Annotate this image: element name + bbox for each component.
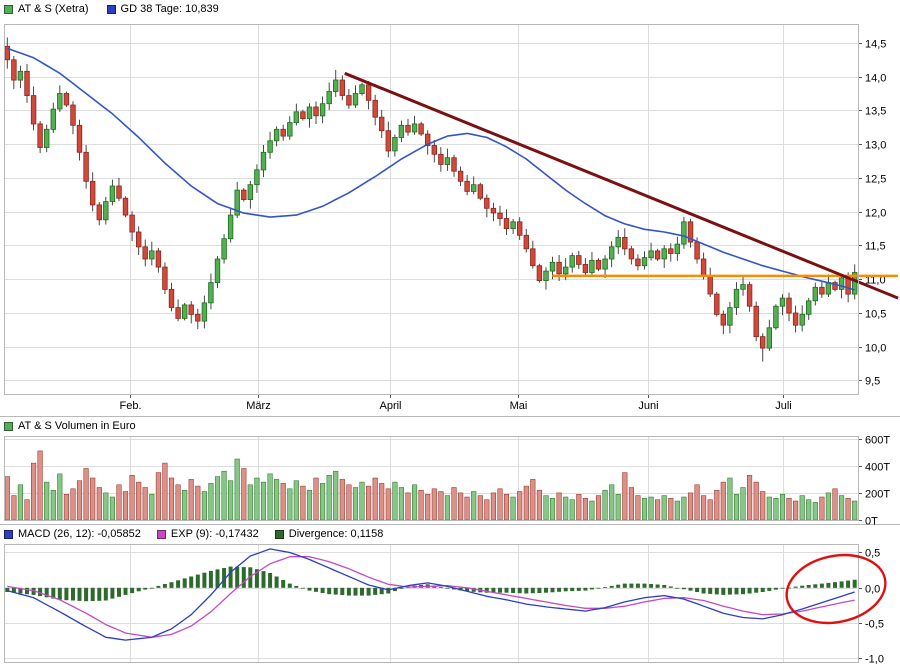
svg-text:9,5: 9,5	[865, 376, 880, 388]
svg-text:Feb.: Feb.	[119, 400, 141, 412]
legend-macd-series: MACD (26, 12): -0,05852	[4, 528, 141, 540]
divergence-series-swatch	[274, 529, 284, 539]
svg-text:Mai: Mai	[510, 400, 528, 412]
ma-series-swatch	[106, 4, 116, 14]
legend-ma-series: GD 38 Tage: 10,839	[106, 3, 219, 15]
legend-divergence-label: Divergence: 0,1158	[288, 528, 384, 540]
svg-text:0T: 0T	[865, 516, 878, 528]
svg-text:12,0: 12,0	[865, 208, 886, 220]
svg-text:März: März	[246, 400, 270, 412]
legend-exp-label: EXP (9): -0,17432	[170, 528, 259, 540]
legend-price-label: AT & S (Xetra)	[18, 3, 89, 15]
svg-text:Juni: Juni	[638, 400, 658, 412]
svg-text:13,0: 13,0	[865, 140, 886, 152]
svg-text:0,5: 0,5	[865, 548, 880, 560]
svg-text:12,5: 12,5	[865, 174, 886, 186]
svg-text:-1,0: -1,0	[865, 654, 884, 666]
legend-exp-series: EXP (9): -0,17432	[156, 528, 259, 540]
legend-price-series: AT & S (Xetra)	[4, 3, 89, 15]
svg-text:200T: 200T	[865, 489, 890, 501]
svg-text:14,5: 14,5	[865, 39, 886, 51]
svg-text:0,0: 0,0	[865, 584, 880, 596]
svg-text:600T: 600T	[865, 435, 890, 447]
svg-text:10,0: 10,0	[865, 343, 886, 355]
svg-text:11,5: 11,5	[865, 241, 886, 253]
svg-text:14,0: 14,0	[865, 73, 886, 85]
legend-volume-label: AT & S Volumen in Euro	[18, 420, 136, 432]
svg-text:13,5: 13,5	[865, 106, 886, 118]
svg-text:10,5: 10,5	[865, 309, 886, 321]
price-series-swatch	[4, 4, 13, 14]
svg-text:-0,5: -0,5	[865, 619, 884, 631]
legend-ma-label: GD 38 Tage: 10,839	[120, 3, 219, 15]
volume-legend: AT & S Volumen in Euro	[4, 420, 136, 432]
macd-legend: MACD (26, 12): -0,05852 EXP (9): -0,1743…	[4, 528, 399, 540]
svg-text:11,0: 11,0	[865, 275, 886, 287]
svg-text:Juli: Juli	[775, 400, 792, 412]
svg-text:400T: 400T	[865, 462, 890, 474]
legend-macd-label: MACD (26, 12): -0,05852	[18, 528, 141, 540]
legend-divergence-series: Divergence: 0,1158	[274, 528, 384, 540]
volume-series-swatch	[4, 421, 13, 431]
main-chart-legend: AT & S (Xetra) GD 38 Tage: 10,839	[4, 3, 237, 15]
macd-series-swatch	[4, 529, 13, 539]
svg-text:April: April	[379, 400, 401, 412]
legend-volume-series: AT & S Volumen in Euro	[4, 420, 136, 432]
exp-series-swatch	[156, 529, 166, 539]
